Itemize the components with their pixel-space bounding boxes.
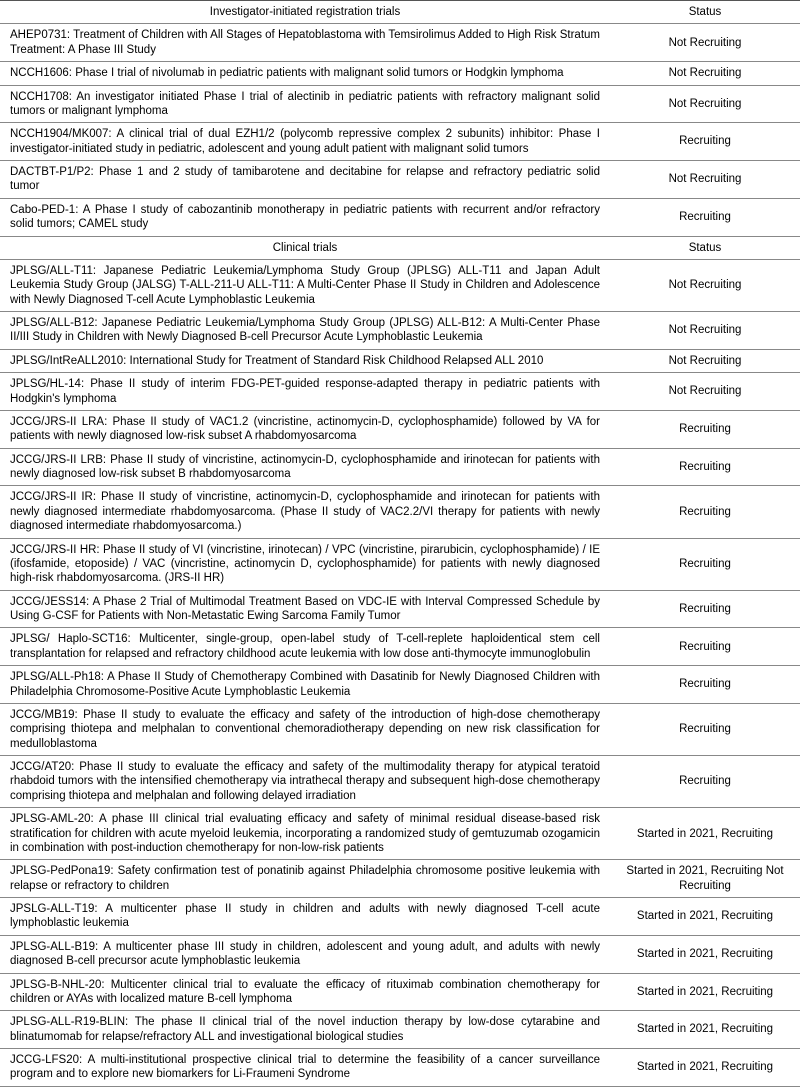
table-row: NCCH1708: An investigator initiated Phas… xyxy=(0,85,800,123)
trial-title: JCCG/JRS-II LRB: Phase II study of vincr… xyxy=(0,448,610,486)
trial-status: Started in 2021, Recruiting xyxy=(610,973,800,1011)
table-row: JPLSG-ALL-B19: A multicenter phase III s… xyxy=(0,935,800,973)
trial-title: JPLSG/ALL-T11: Japanese Pediatric Leukem… xyxy=(0,259,610,311)
table-row: NCCH1606: Phase I trial of nivolumab in … xyxy=(0,62,800,85)
trial-status: Started in 2021, Recruiting xyxy=(610,808,800,860)
trial-title: JCCG/JRS-II IR: Phase II study of vincri… xyxy=(0,486,610,538)
trial-status: Recruiting xyxy=(610,410,800,448)
section-header-row: Clinical trialsStatus xyxy=(0,236,800,259)
trial-title: DACTBT-P1/P2: Phase 1 and 2 study of tam… xyxy=(0,161,610,199)
trial-title: JCCG-LFS20: A multi-institutional prospe… xyxy=(0,1049,610,1087)
trial-status: Not Recruiting xyxy=(610,161,800,199)
trial-title: NCCH1708: An investigator initiated Phas… xyxy=(0,85,610,123)
trial-title: JCCG/JRS-II LRA: Phase II study of VAC1.… xyxy=(0,410,610,448)
table-row: JPLSG/ALL-Ph18: A Phase II Study of Chem… xyxy=(0,666,800,704)
table-row: JPLSG/ALL-T11: Japanese Pediatric Leukem… xyxy=(0,259,800,311)
table-row: JPLSG-PedPona19: Safety confirmation tes… xyxy=(0,860,800,898)
section-header-row: Investigator-initiated registration tria… xyxy=(0,1,800,24)
trial-status: Not Recruiting xyxy=(610,312,800,350)
table-row: Cabo-PED-1: A Phase I study of cabozanti… xyxy=(0,198,800,236)
table-row: JCCG/JESS14: A Phase 2 Trial of Multimod… xyxy=(0,590,800,628)
trial-status: Not Recruiting xyxy=(610,373,800,411)
trial-status: Recruiting xyxy=(610,448,800,486)
trial-title: JPLSG-B-NHL-20: Multicenter clinical tri… xyxy=(0,973,610,1011)
trial-status: Recruiting xyxy=(610,123,800,161)
trial-status: Recruiting xyxy=(610,198,800,236)
trial-title: JPLSG/ Haplo-SCT16: Multicenter, single-… xyxy=(0,628,610,666)
table-row: JPLSG/ALL-B12: Japanese Pediatric Leukem… xyxy=(0,312,800,350)
table-row: JCCG-LFS20: A multi-institutional prospe… xyxy=(0,1049,800,1087)
trial-title: NCCH1904/MK007: A clinical trial of dual… xyxy=(0,123,610,161)
trial-status: Not Recruiting xyxy=(610,62,800,85)
section-header-label: Investigator-initiated registration tria… xyxy=(0,1,610,24)
table-row: JPLSG/ Haplo-SCT16: Multicenter, single-… xyxy=(0,628,800,666)
trial-title: Cabo-PED-1: A Phase I study of cabozanti… xyxy=(0,198,610,236)
trial-status: Not Recruiting xyxy=(610,24,800,62)
trial-title: NCCH1606: Phase I trial of nivolumab in … xyxy=(0,62,610,85)
status-header-label: Status xyxy=(610,1,800,24)
trial-title: JPLSG-ALL-B19: A multicenter phase III s… xyxy=(0,935,610,973)
table-row: JPLSG-B-NHL-20: Multicenter clinical tri… xyxy=(0,973,800,1011)
table-row: JPLSG/IntReALL2010: International Study … xyxy=(0,349,800,372)
trial-status: Not Recruiting xyxy=(610,85,800,123)
trial-title: JCCG/JESS14: A Phase 2 Trial of Multimod… xyxy=(0,590,610,628)
trial-title: JCCG/JRS-II HR: Phase II study of VI (vi… xyxy=(0,538,610,590)
trial-title: JCCG/MB19: Phase II study to evaluate th… xyxy=(0,703,610,755)
section-header-label: Clinical trials xyxy=(0,236,610,259)
table-row: JCCG/JRS-II LRB: Phase II study of vincr… xyxy=(0,448,800,486)
trial-title: JPLSG-ALL-R19-BLIN: The phase II clinica… xyxy=(0,1011,610,1049)
trial-status: Recruiting xyxy=(610,756,800,808)
trial-title: JPLSG-PedPona19: Safety confirmation tes… xyxy=(0,860,610,898)
trial-title: JPLSG/HL-14: Phase II study of interim F… xyxy=(0,373,610,411)
trial-status: Started in 2021, Recruiting xyxy=(610,935,800,973)
table-row: JPSLG-ALL-T19: A multicenter phase II st… xyxy=(0,898,800,936)
trial-status: Started in 2021, Recruiting xyxy=(610,898,800,936)
trial-status: Started in 2021, Recruiting xyxy=(610,1049,800,1087)
trial-status: Not Recruiting xyxy=(610,349,800,372)
trial-title: JPLSG/IntReALL2010: International Study … xyxy=(0,349,610,372)
trial-title: AHEP0731: Treatment of Children with All… xyxy=(0,24,610,62)
table-row: AHEP0731: Treatment of Children with All… xyxy=(0,24,800,62)
trial-title: JPSLG-ALL-T19: A multicenter phase II st… xyxy=(0,898,610,936)
status-header-label: Status xyxy=(610,236,800,259)
trial-title: JPLSG/ALL-B12: Japanese Pediatric Leukem… xyxy=(0,312,610,350)
table-row: JCCG/AT20: Phase II study to evaluate th… xyxy=(0,756,800,808)
trial-title: JPLSG-AML-20: A phase III clinical trial… xyxy=(0,808,610,860)
trial-status: Not Recruiting xyxy=(610,259,800,311)
trial-status: Recruiting xyxy=(610,703,800,755)
table-row: JCCG/JRS-II IR: Phase II study of vincri… xyxy=(0,486,800,538)
table-row: JCCG/MB19: Phase II study to evaluate th… xyxy=(0,703,800,755)
trial-title: JCCG/AT20: Phase II study to evaluate th… xyxy=(0,756,610,808)
table-row: NCCH1904/MK007: A clinical trial of dual… xyxy=(0,123,800,161)
table-row: JPLSG/HL-14: Phase II study of interim F… xyxy=(0,373,800,411)
trial-status: Started in 2021, Recruiting xyxy=(610,1011,800,1049)
trial-title: JPLSG/ALL-Ph18: A Phase II Study of Chem… xyxy=(0,666,610,704)
table-row: JPLSG-ALL-R19-BLIN: The phase II clinica… xyxy=(0,1011,800,1049)
table-row: JCCG/JRS-II HR: Phase II study of VI (vi… xyxy=(0,538,800,590)
table-row: DACTBT-P1/P2: Phase 1 and 2 study of tam… xyxy=(0,161,800,199)
trial-status: Recruiting xyxy=(610,666,800,704)
trials-table: Investigator-initiated registration tria… xyxy=(0,0,800,1087)
trial-status: Recruiting xyxy=(610,590,800,628)
trial-status: Recruiting xyxy=(610,486,800,538)
table-row: JPLSG-AML-20: A phase III clinical trial… xyxy=(0,808,800,860)
trial-status: Recruiting xyxy=(610,538,800,590)
table-row: JCCG/JRS-II LRA: Phase II study of VAC1.… xyxy=(0,410,800,448)
trial-status: Started in 2021, Recruiting Not Recruiti… xyxy=(610,860,800,898)
trial-status: Recruiting xyxy=(610,628,800,666)
